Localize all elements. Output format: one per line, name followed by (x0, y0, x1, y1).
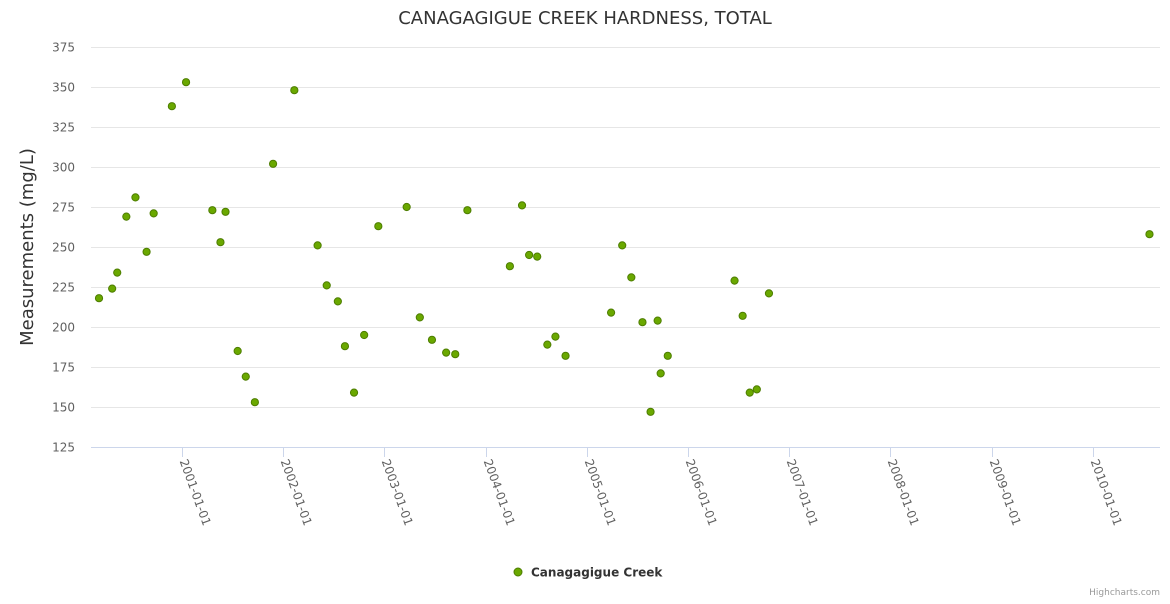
data-point[interactable] (250, 398, 259, 407)
data-point[interactable] (360, 330, 369, 340)
data-point[interactable] (606, 308, 616, 317)
data-point[interactable] (517, 201, 527, 210)
data-point[interactable] (402, 202, 411, 212)
grid-lines (91, 47, 1160, 408)
data-point[interactable] (216, 238, 225, 247)
data-point[interactable] (340, 342, 350, 351)
data-point[interactable] (745, 388, 754, 397)
data-point[interactable] (752, 385, 761, 394)
data-point[interactable] (738, 311, 747, 320)
data-point[interactable] (142, 247, 151, 256)
data-point[interactable] (108, 284, 117, 293)
data-point[interactable] (451, 350, 460, 359)
data-point[interactable] (525, 250, 534, 260)
chart-title: CANAGAGIGUE CREEK HARDNESS, TOTAL (398, 8, 772, 29)
data-point[interactable] (290, 86, 299, 95)
data-point[interactable] (653, 316, 662, 325)
x-tick-label: 2001-01-01 (177, 457, 214, 527)
data-point[interactable] (561, 351, 570, 360)
data-point[interactable] (268, 159, 278, 168)
data-point[interactable] (131, 193, 140, 202)
data-point[interactable] (442, 348, 451, 357)
data-point[interactable] (505, 262, 514, 271)
x-tick-label: 2003-01-01 (379, 457, 416, 527)
y-tick-label: 300 (52, 161, 75, 175)
data-point[interactable] (415, 313, 424, 322)
data-point[interactable] (122, 212, 131, 221)
y-tick-label: 125 (52, 441, 75, 455)
y-tick-label: 175 (52, 361, 75, 375)
legend-label: Canagagigue Creek (531, 566, 663, 580)
data-point[interactable] (1145, 230, 1154, 239)
data-point[interactable] (638, 318, 647, 327)
data-point[interactable] (221, 207, 230, 216)
y-tick-label: 150 (52, 401, 75, 415)
data-point[interactable] (533, 252, 542, 261)
data-point[interactable] (627, 273, 636, 282)
data-point[interactable] (181, 78, 191, 87)
y-axis-label: Measurements (mg/L) (17, 148, 38, 346)
credits-link[interactable]: Highcharts.com (1089, 588, 1160, 598)
y-tick-label: 350 (52, 81, 75, 95)
series-points (94, 78, 1154, 416)
y-tick-label: 250 (52, 241, 75, 255)
x-tick-label: 2002-01-01 (278, 457, 315, 527)
x-tick-label: 2005-01-01 (582, 457, 619, 527)
data-point[interactable] (94, 294, 104, 303)
data-point[interactable] (730, 276, 739, 285)
y-tick-label: 225 (52, 281, 75, 295)
data-point[interactable] (663, 351, 672, 360)
data-point[interactable] (618, 241, 627, 250)
data-point[interactable] (333, 297, 342, 306)
data-point[interactable] (427, 335, 437, 344)
y-axis: 125 150 175 200 225 250 275 300 325 350 375 (52, 41, 75, 455)
x-tick-label: 2007-01-01 (784, 457, 821, 527)
data-point[interactable] (241, 372, 250, 381)
y-tick-label: 275 (52, 201, 75, 215)
data-point[interactable] (656, 369, 665, 378)
data-point[interactable] (646, 407, 655, 416)
legend-marker-icon (513, 567, 523, 577)
data-point[interactable] (374, 222, 383, 231)
data-point[interactable] (543, 340, 552, 349)
data-point[interactable] (463, 206, 472, 215)
x-tick-label: 2010-01-01 (1088, 457, 1125, 527)
data-point[interactable] (349, 388, 359, 397)
y-tick-label: 375 (52, 41, 75, 55)
x-tick-label: 2004-01-01 (481, 457, 518, 527)
data-point[interactable] (233, 346, 242, 356)
x-axis: 2001-01-01 2002-01-01 2003-01-01 2004-01-01… (177, 447, 1125, 528)
y-tick-label: 200 (52, 321, 75, 335)
data-point[interactable] (764, 289, 774, 298)
data-point[interactable] (113, 268, 122, 277)
data-point[interactable] (149, 209, 158, 218)
data-point[interactable] (208, 206, 217, 215)
x-tick-label: 2009-01-01 (987, 457, 1024, 527)
y-tick-label: 325 (52, 121, 75, 135)
data-point[interactable] (167, 102, 176, 111)
x-tick-label: 2006-01-01 (683, 457, 720, 527)
legend-item[interactable]: Canagagigue Creek (513, 566, 663, 580)
x-tick-label: 2008-01-01 (885, 457, 922, 527)
data-point[interactable] (322, 281, 331, 290)
data-point[interactable] (313, 241, 322, 250)
data-point[interactable] (551, 332, 560, 341)
